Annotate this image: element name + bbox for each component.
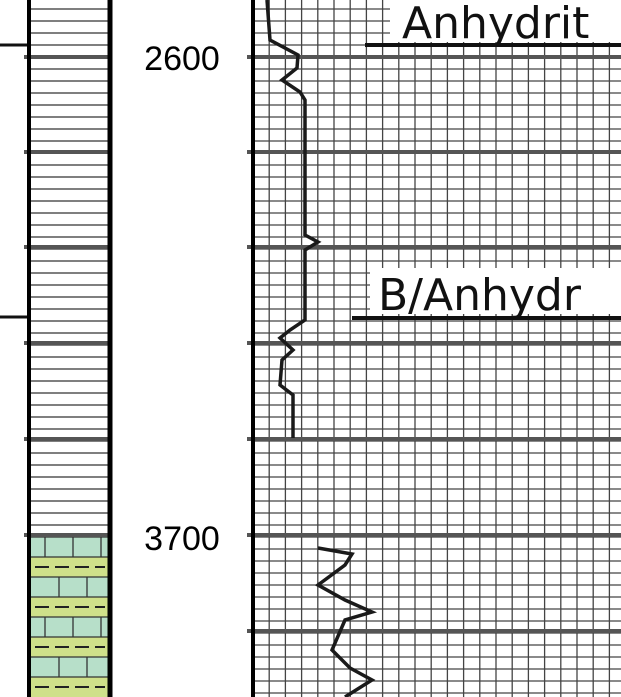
annotation: B/Anhydr — [378, 270, 582, 321]
label-background — [370, 268, 621, 314]
label-background — [390, 0, 621, 42]
depth-label: 3700 — [144, 520, 220, 558]
shale-band — [29, 557, 110, 577]
annotation: Anhydrit — [402, 0, 589, 49]
shale-band — [29, 597, 110, 617]
shale-band — [29, 637, 110, 657]
log-curve — [265, 0, 322, 438]
grid — [247, 0, 621, 697]
column-fill — [29, 0, 110, 535]
log-curve — [314, 546, 378, 697]
shale-band — [29, 677, 110, 697]
lithology-column — [24, 0, 113, 697]
depth-label: 2600 — [144, 40, 220, 78]
